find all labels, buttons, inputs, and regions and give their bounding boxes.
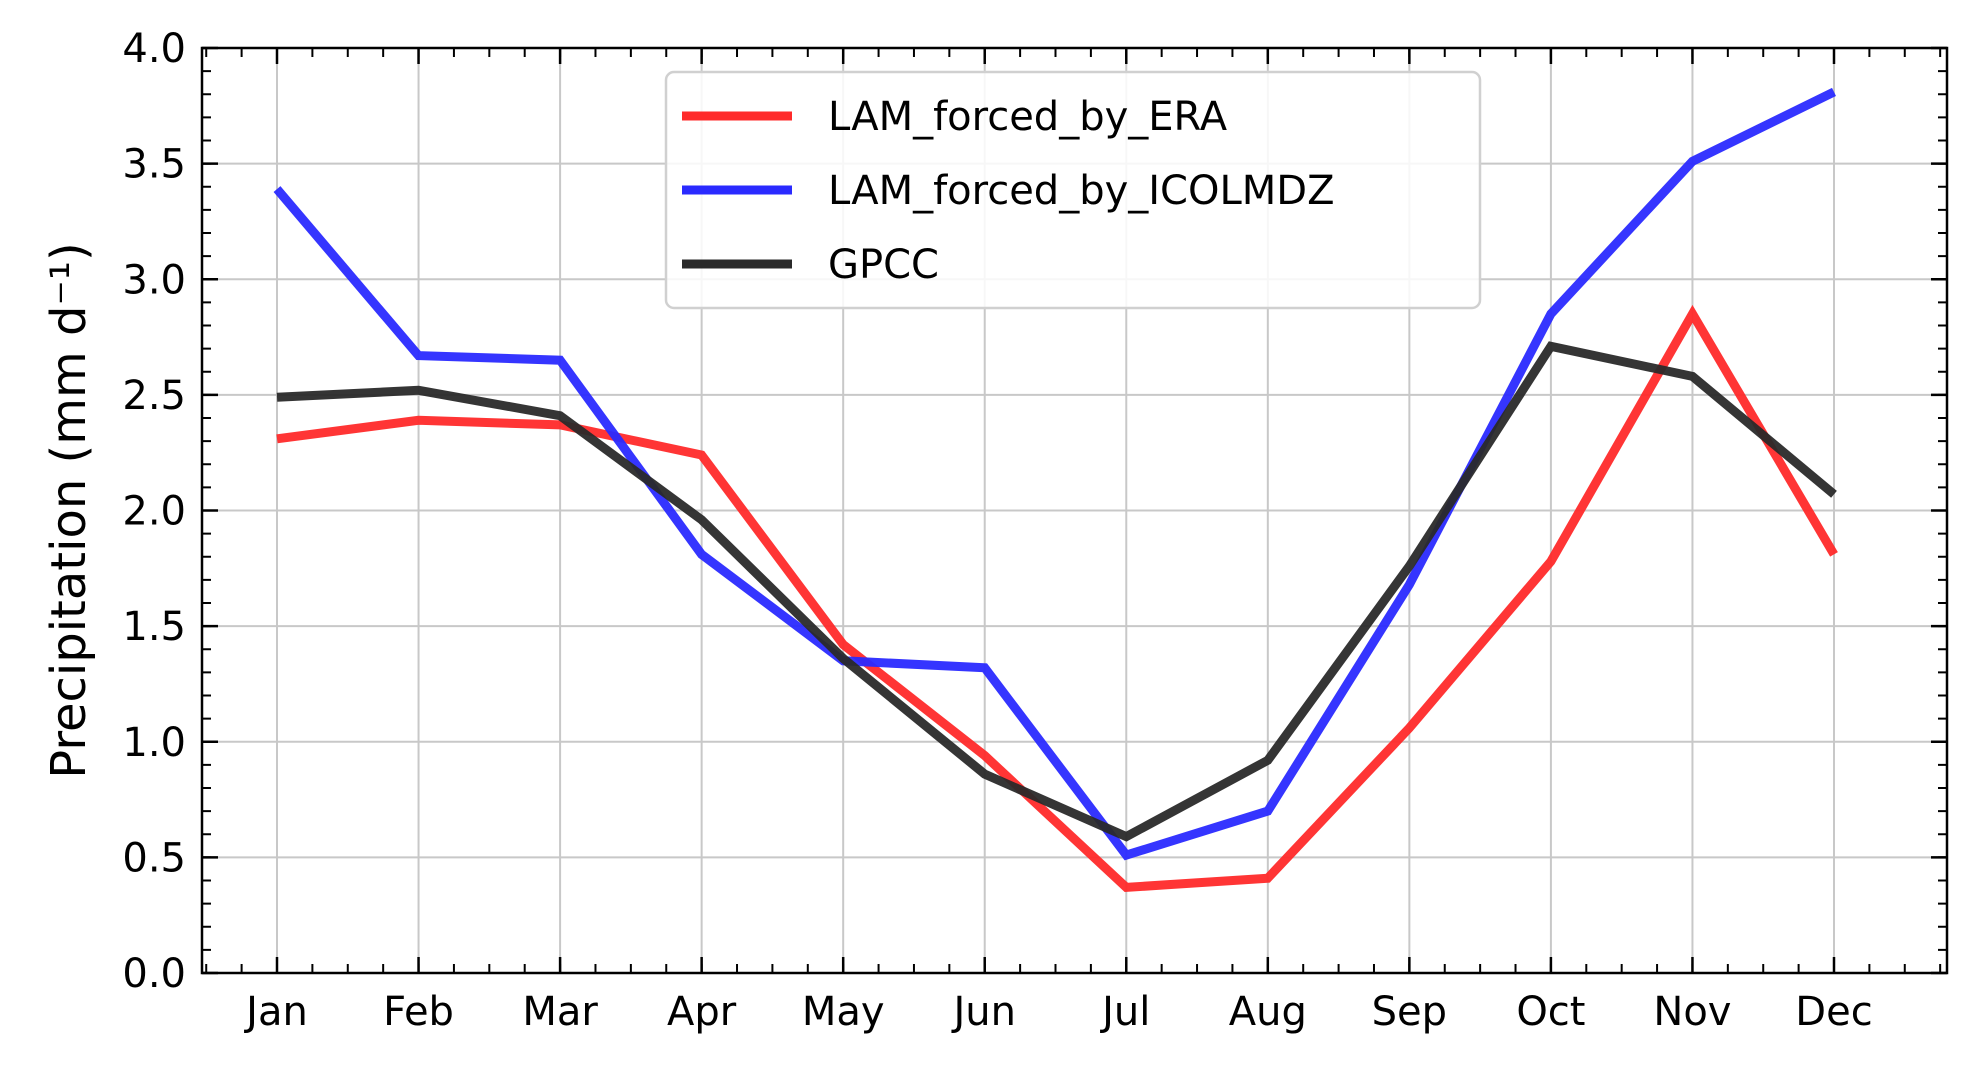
y-tick-label: 0.0 <box>122 951 186 997</box>
y-tick-labels: 0.0 0.5 1.0 1.5 2.0 2.5 3.0 3.5 4.0 <box>122 26 186 997</box>
y-tick-label: 0.5 <box>122 835 186 881</box>
legend-box <box>664 70 1482 310</box>
x-tick-label: Nov <box>1653 989 1731 1035</box>
legend-label: LAM_forced_by_ICOLMDZ <box>828 168 1334 214</box>
x-tick-label: Jun <box>950 989 1016 1035</box>
x-tick-label: May <box>802 989 885 1035</box>
x-tick-label: Jul <box>1099 989 1150 1035</box>
x-tick-label: Dec <box>1795 989 1872 1035</box>
series-line-lam-forced-by-icolmdz <box>273 87 1836 861</box>
y-axis-title: Precipitation (mm d⁻¹) <box>41 242 97 779</box>
plot-frame <box>200 46 1949 975</box>
tick-layer <box>202 46 1947 975</box>
y-tick-label: 2.0 <box>122 489 186 535</box>
x-tick-labels: Jan Feb Mar Apr May Jun Jul Aug Sep Oct Nov Dec <box>243 989 1873 1035</box>
legend: LAM_forced_by_ERA LAM_forced_by_ICOLMDZ GP… <box>664 70 1482 310</box>
x-tick-label: Jan <box>243 989 308 1035</box>
x-tick-label: Sep <box>1372 989 1447 1035</box>
x-tick-label: Mar <box>522 989 598 1035</box>
legend-label: GPCC <box>828 242 939 288</box>
y-tick-label: 3.5 <box>122 142 186 188</box>
x-tick-label: Aug <box>1229 989 1307 1035</box>
y-tick-label: 3.0 <box>122 257 186 303</box>
series-line-gpcc <box>276 341 1837 842</box>
x-tick-label: Apr <box>667 989 737 1035</box>
y-tick-label: 1.5 <box>122 604 186 650</box>
series-layer <box>273 87 1838 893</box>
x-tick-label: Feb <box>383 989 454 1035</box>
x-tick-label: Oct <box>1516 989 1585 1035</box>
y-tick-label: 4.0 <box>122 26 186 72</box>
y-tick-label: 2.5 <box>122 373 186 419</box>
series-line-lam-forced-by-era <box>276 304 1838 893</box>
legend-label: LAM_forced_by_ERA <box>828 94 1228 140</box>
y-tick-label: 1.0 <box>122 720 186 766</box>
